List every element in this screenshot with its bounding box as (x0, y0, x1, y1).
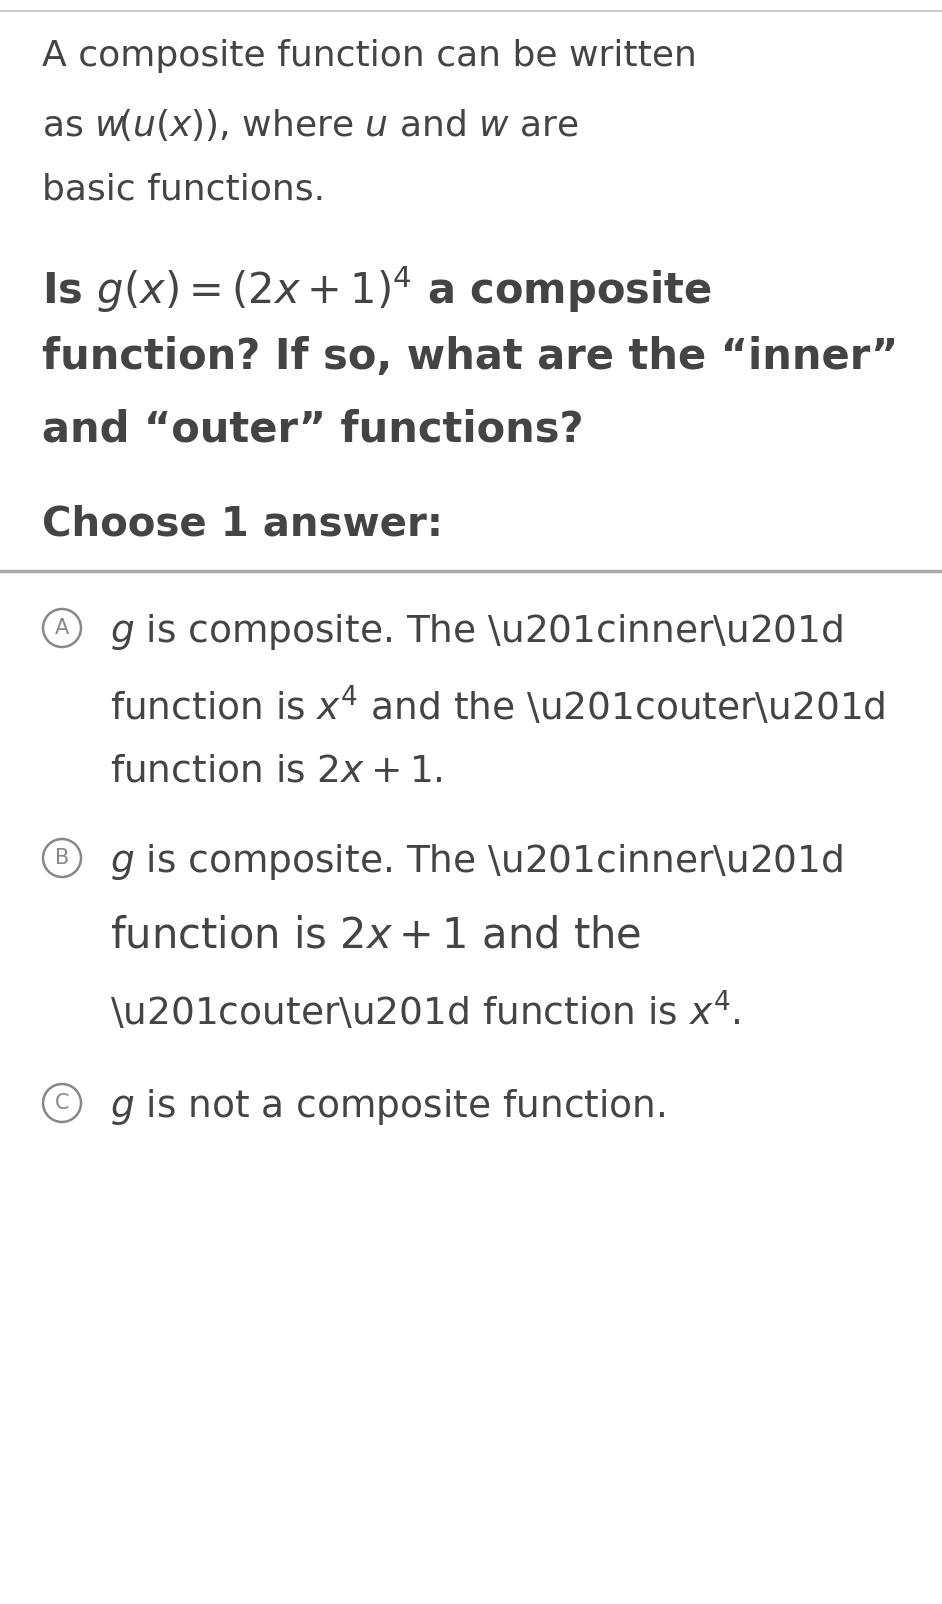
Text: as $w\!\left(u(x)\right)$, where $u$ and $w$ are: as $w\!\left(u(x)\right)$, where $u$ and… (42, 107, 579, 143)
Text: A: A (55, 618, 69, 638)
Text: function is $2x + 1$ and the: function is $2x + 1$ and the (110, 914, 642, 956)
Text: Choose 1 answer:: Choose 1 answer: (42, 504, 443, 544)
Text: $g$ is composite. The \u201cinner\u201d: $g$ is composite. The \u201cinner\u201d (110, 842, 843, 882)
Text: Is $g(x) = (2x + 1)^4$ a composite: Is $g(x) = (2x + 1)^4$ a composite (42, 265, 712, 314)
Text: A composite function can be written: A composite function can be written (42, 38, 697, 74)
Text: basic functions.: basic functions. (42, 172, 325, 205)
Text: function is $2x + 1$.: function is $2x + 1$. (110, 754, 443, 791)
Text: $g$ is composite. The \u201cinner\u201d: $g$ is composite. The \u201cinner\u201d (110, 613, 843, 651)
Text: \u201couter\u201d function is $x^4$.: \u201couter\u201d function is $x^4$. (110, 990, 740, 1033)
Text: B: B (55, 849, 69, 868)
Text: and “outer” functions?: and “outer” functions? (42, 407, 584, 451)
Text: function? If so, what are the “inner”: function? If so, what are the “inner” (42, 335, 899, 379)
Text: function is $x^4$ and the \u201couter\u201d: function is $x^4$ and the \u201couter\u2… (110, 683, 885, 728)
Text: C: C (55, 1092, 70, 1113)
Text: $g$ is not a composite function.: $g$ is not a composite function. (110, 1088, 665, 1128)
